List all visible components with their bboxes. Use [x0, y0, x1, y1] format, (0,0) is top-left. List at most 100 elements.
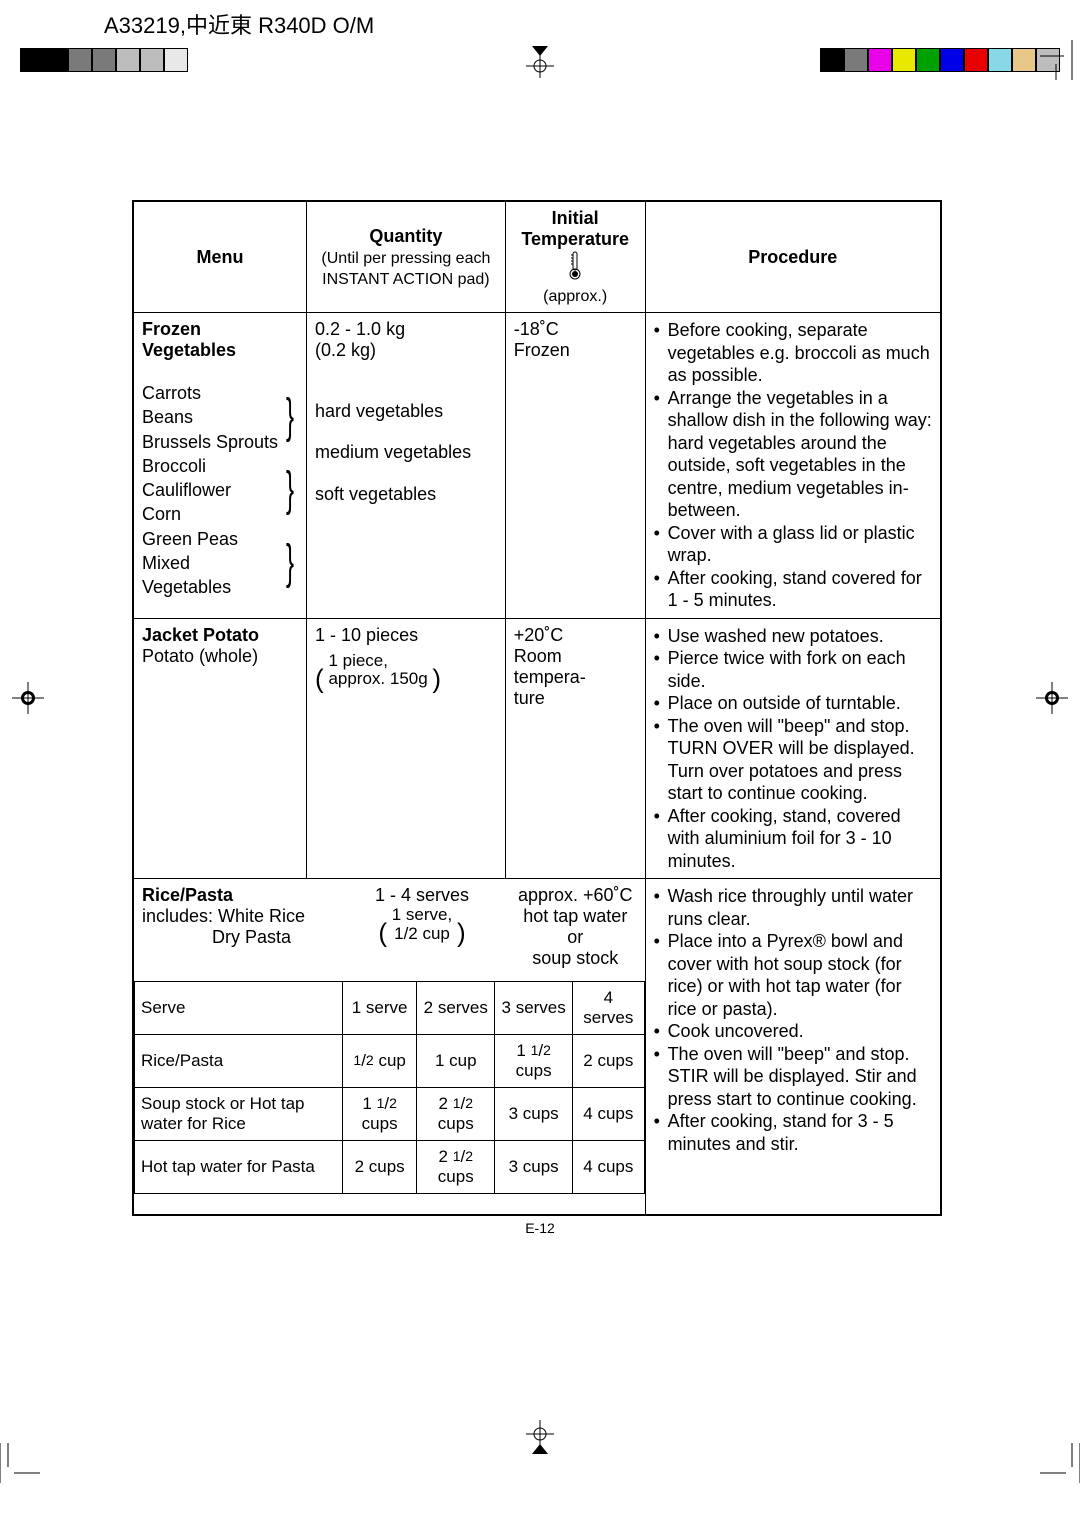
qty-label-soft: soft vegetables	[315, 474, 497, 515]
procedure-step: The oven will "beep" and stop. STIR will…	[668, 1043, 932, 1111]
veg-hard-2: Brussels Sprouts	[142, 430, 282, 454]
registration-cross-top	[522, 42, 558, 83]
rice-temp: approx. +60˚C	[514, 885, 637, 906]
inner-cell: 2 1/2 cups	[417, 1141, 495, 1194]
rice-title: Rice/Pasta	[142, 885, 233, 905]
registration-cross-left	[10, 680, 46, 721]
veg-hard-0: Carrots	[142, 381, 282, 405]
header-quantity: Quantity (Until per pressing each INSTAN…	[307, 201, 506, 313]
cell-frozen-veg-menu: Frozen Vegetables Carrots Beans Brussels…	[133, 313, 307, 619]
inner-cell: 2 1/2 cups	[417, 1088, 495, 1141]
procedure-step: After cooking, stand covered for 1 - 5 m…	[668, 567, 932, 612]
veg-soft-1: Mixed Vegetables	[142, 551, 282, 600]
row-frozen-vegetables: Frozen Vegetables Carrots Beans Brussels…	[133, 313, 941, 619]
registration-squares-left	[20, 48, 188, 72]
inner-header-cell: 4 serves	[573, 982, 644, 1035]
header-temperature: Initial Temperature (approx.)	[505, 201, 645, 313]
potato-qty: 1 - 10 pieces	[315, 625, 497, 646]
rice-sub1: includes: White Rice	[142, 906, 305, 926]
rice-note1: 1 serve,	[392, 905, 452, 924]
brace-icon: }	[286, 478, 294, 502]
cell-frozen-veg-temp: -18˚C Frozen	[505, 313, 645, 619]
veg-hard-1: Beans	[142, 405, 282, 429]
procedure-step: Place into a Pyrex® bowl and cover with …	[668, 930, 932, 1020]
frozen-veg-title: Frozen Vegetables	[142, 319, 236, 360]
crop-mark-bottom-right	[1040, 1443, 1080, 1488]
procedure-step: Cover with a glass lid or plastic wrap.	[668, 522, 932, 567]
color-registration-bar	[820, 48, 1060, 72]
inner-cell: Soup stock or Hot tap water for Rice	[135, 1088, 343, 1141]
rice-note2: 1/2 cup	[394, 924, 450, 943]
print-marks	[0, 42, 1080, 78]
cell-potato-temp: +20˚C Room tempera-ture	[505, 618, 645, 879]
potato-temp: +20˚C	[514, 625, 637, 646]
crop-mark-top-right	[1040, 40, 1080, 85]
frozen-veg-qty-sub: (0.2 kg)	[315, 340, 497, 361]
potato-title: Jacket Potato	[142, 625, 259, 645]
rice-serving-table: Serve1 serve2 serves3 serves4 serves Rice…	[134, 981, 645, 1194]
inner-cell: 2 cups	[342, 1141, 416, 1194]
inner-cell: Hot tap water for Pasta	[135, 1141, 343, 1194]
page-content: Menu Quantity (Until per pressing each I…	[132, 200, 942, 1216]
inner-cell: 1 cup	[417, 1035, 495, 1088]
cell-rice-pasta-left: Rice/Pasta includes: White Rice Dry Past…	[133, 879, 645, 1216]
frozen-veg-temp-sub: Frozen	[514, 340, 637, 361]
cell-potato-menu: Jacket Potato Potato (whole)	[133, 618, 307, 879]
cooking-guide-table: Menu Quantity (Until per pressing each I…	[132, 200, 942, 1216]
procedure-step: After cooking, stand, covered with alumi…	[668, 805, 932, 873]
inner-cell: 4 cups	[573, 1141, 644, 1194]
procedure-step: Before cooking, separate vegetables e.g.…	[668, 319, 932, 387]
potato-note1: 1 piece,	[328, 651, 388, 670]
rice-procedure: Wash rice throughly until water runs cle…	[654, 885, 932, 1155]
cell-frozen-veg-proc: Before cooking, separate vegetables e.g.…	[645, 313, 941, 619]
header-quantity-label: Quantity	[369, 226, 442, 246]
registration-cross-right	[1034, 680, 1070, 721]
inner-header-cell: 1 serve	[342, 982, 416, 1035]
document-header: A33219,中近東 R340D O/M	[104, 8, 374, 40]
inner-header-cell: Serve	[135, 982, 343, 1035]
row-rice-pasta: Rice/Pasta includes: White Rice Dry Past…	[133, 879, 941, 1216]
inner-cell: 3 cups	[495, 1088, 573, 1141]
inner-header-cell: 2 serves	[417, 982, 495, 1035]
veg-med-0: Broccoli	[142, 454, 282, 478]
cell-potato-proc: Use washed new potatoes.Pierce twice wit…	[645, 618, 941, 879]
header-temp-sub: (approx.)	[543, 288, 607, 305]
veg-soft-0: Green Peas	[142, 527, 282, 551]
procedure-step: Cook uncovered.	[668, 1020, 932, 1043]
page-number: E-12	[525, 1220, 555, 1236]
procedure-step: Arrange the vegetables in a shallow dish…	[668, 387, 932, 522]
procedure-step: The oven will "beep" and stop. TURN OVER…	[668, 715, 932, 805]
procedure-step: Use washed new potatoes.	[668, 625, 932, 648]
procedure-step: After cooking, stand for 3 - 5 minutes a…	[668, 1110, 932, 1155]
header-menu: Menu	[133, 201, 307, 313]
potato-qty-note: ( 1 piece, approx. 150g )	[315, 652, 497, 695]
header-temp-label: Initial Temperature	[521, 208, 629, 249]
procedure-step: Place on outside of turntable.	[668, 692, 932, 715]
rice-qty: 1 - 4 serves	[346, 885, 498, 906]
registration-cross-bottom	[522, 1420, 558, 1461]
veg-med-2: Corn	[142, 502, 282, 526]
cell-rice-proc: Wash rice throughly until water runs cle…	[645, 879, 941, 1216]
rice-sub2: Dry Pasta	[142, 927, 291, 947]
header-procedure: Procedure	[645, 201, 941, 313]
inner-cell: 4 cups	[573, 1088, 644, 1141]
inner-header-cell: 3 serves	[495, 982, 573, 1035]
potato-temp-sub: Room tempera-ture	[514, 646, 637, 709]
inner-cell: 1/2 cup	[342, 1035, 416, 1088]
cell-potato-qty: 1 - 10 pieces ( 1 piece, approx. 150g )	[307, 618, 506, 879]
rice-temp-sub2: soup stock	[514, 948, 637, 969]
veg-list: Carrots Beans Brussels Sprouts } Broccol…	[142, 381, 298, 600]
potato-note2: approx. 150g	[328, 669, 427, 688]
qty-label-hard: hard vegetables	[315, 391, 497, 432]
inner-cell: 1 1/2 cups	[495, 1035, 573, 1088]
inner-cell: 3 cups	[495, 1141, 573, 1194]
crop-mark-bottom-left	[0, 1443, 40, 1488]
brace-icon: }	[286, 405, 294, 429]
inner-cell: Rice/Pasta	[135, 1035, 343, 1088]
rice-temp-sub1: hot tap water or	[514, 906, 637, 948]
frozen-veg-temp: -18˚C	[514, 319, 637, 340]
brace-icon: }	[286, 551, 294, 575]
header-quantity-sub: (Until per pressing each INSTANT ACTION …	[321, 250, 490, 288]
cell-frozen-veg-qty: 0.2 - 1.0 kg (0.2 kg) hard vegetables me…	[307, 313, 506, 619]
frozen-veg-procedure: Before cooking, separate vegetables e.g.…	[654, 319, 932, 612]
